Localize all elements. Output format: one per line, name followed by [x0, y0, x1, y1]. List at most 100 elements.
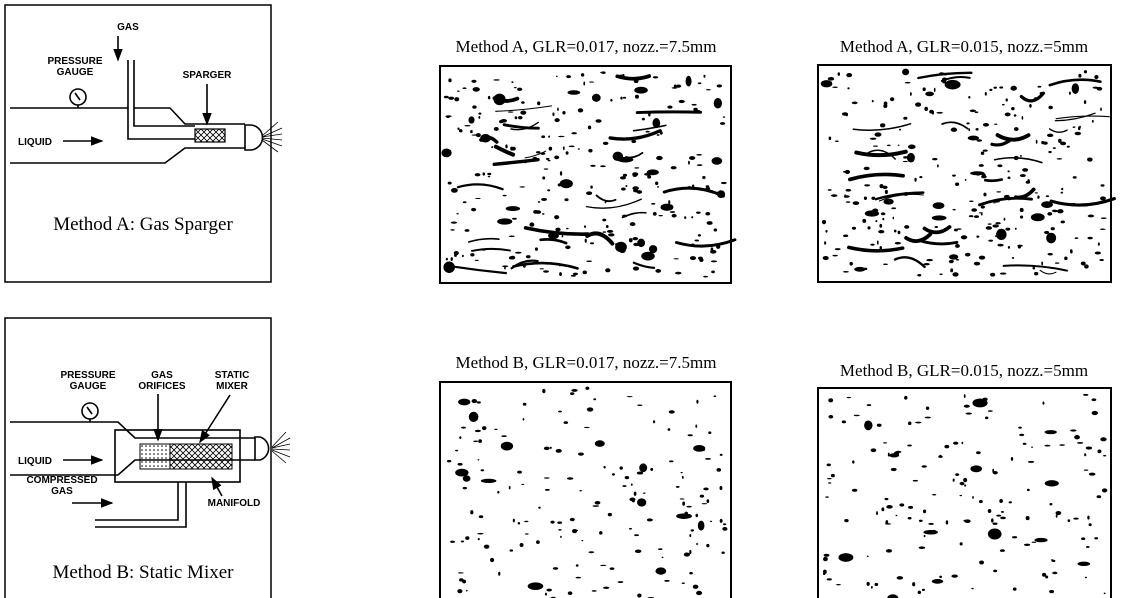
- droplet: [546, 589, 552, 592]
- droplet: [684, 216, 686, 219]
- droplet: [923, 263, 929, 265]
- droplet: [1047, 134, 1053, 137]
- droplet: [1077, 442, 1083, 444]
- droplet: [595, 440, 605, 447]
- droplet: [862, 219, 866, 223]
- droplet: [1017, 245, 1022, 247]
- droplet: [633, 267, 639, 271]
- droplet: [867, 404, 872, 406]
- droplet: [975, 111, 979, 113]
- droplet: [1009, 501, 1012, 503]
- droplet: [932, 494, 936, 496]
- droplet: [951, 260, 954, 262]
- droplet: [1061, 192, 1063, 194]
- droplet: [932, 579, 943, 584]
- droplet: [957, 228, 962, 230]
- droplet: [988, 410, 993, 412]
- droplet: [908, 422, 911, 426]
- droplet: [864, 167, 870, 170]
- droplet: [592, 590, 597, 592]
- droplet: [1035, 192, 1038, 193]
- droplet: [880, 123, 885, 127]
- droplet: [464, 125, 470, 126]
- droplet: [1074, 435, 1080, 439]
- droplet: [655, 269, 661, 273]
- droplet: [471, 208, 476, 212]
- droplet: [545, 593, 547, 596]
- droplet: [983, 123, 989, 127]
- droplet: [472, 105, 476, 108]
- droplet: [1011, 107, 1015, 110]
- droplet: [566, 75, 571, 78]
- droplet: [693, 445, 705, 452]
- droplet: [985, 416, 988, 419]
- droplet: [689, 550, 691, 554]
- droplet: [555, 228, 560, 232]
- droplet: [459, 129, 463, 132]
- droplet: [1031, 213, 1045, 221]
- droplet: [1092, 411, 1098, 415]
- droplet: [506, 206, 520, 211]
- droplet: [454, 254, 457, 257]
- droplet: [824, 554, 830, 557]
- droplet: [1026, 516, 1030, 520]
- droplet: [451, 257, 453, 261]
- droplet: [952, 272, 958, 276]
- image-title: Method B, GLR=0.015, nozz.=5mm: [840, 361, 1088, 380]
- droplet: [1069, 92, 1071, 95]
- droplet: [1056, 158, 1062, 159]
- droplet: [634, 167, 639, 168]
- droplet: [689, 534, 691, 537]
- droplet: [919, 176, 922, 178]
- droplet: [463, 487, 467, 489]
- droplet: [445, 115, 452, 117]
- droplet: [969, 200, 973, 202]
- droplet: [649, 245, 657, 253]
- droplet: [523, 418, 525, 421]
- label: GAS: [151, 370, 173, 381]
- droplet: [700, 495, 704, 498]
- droplet: [578, 148, 580, 149]
- droplet: [603, 587, 609, 589]
- droplet: [903, 161, 908, 162]
- droplet: [482, 426, 486, 430]
- droplet: [656, 156, 663, 160]
- droplet: [706, 544, 709, 547]
- droplet: [970, 465, 982, 472]
- droplet: [538, 507, 541, 509]
- droplet: [908, 506, 913, 509]
- droplet: [560, 536, 562, 538]
- droplet: [615, 243, 618, 245]
- droplet: [475, 260, 479, 261]
- droplet: [586, 260, 592, 262]
- droplet: [1084, 453, 1086, 456]
- droplet: [720, 486, 723, 490]
- droplet: [554, 156, 559, 160]
- droplet: [451, 222, 457, 224]
- droplet: [633, 174, 638, 177]
- droplet: [1031, 446, 1033, 447]
- droplet: [554, 215, 559, 219]
- droplet: [613, 152, 623, 161]
- droplet: [982, 174, 986, 177]
- droplet: [864, 197, 867, 200]
- droplet: [891, 207, 896, 209]
- droplet: [595, 119, 601, 123]
- droplet: [1089, 473, 1096, 476]
- droplet: [711, 260, 717, 262]
- droplet: [517, 471, 522, 474]
- droplet: [852, 460, 854, 463]
- droplet: [578, 452, 584, 455]
- droplet: [462, 255, 464, 257]
- droplet: [481, 469, 485, 471]
- droplet: [1094, 537, 1098, 539]
- droplet: [923, 510, 926, 514]
- droplet: [1078, 126, 1080, 130]
- droplet: [707, 221, 713, 225]
- droplet: [655, 181, 658, 185]
- droplet: [689, 572, 693, 575]
- droplet: [587, 407, 594, 411]
- droplet: [493, 79, 499, 80]
- droplet: [1015, 228, 1017, 230]
- droplet: [595, 501, 601, 505]
